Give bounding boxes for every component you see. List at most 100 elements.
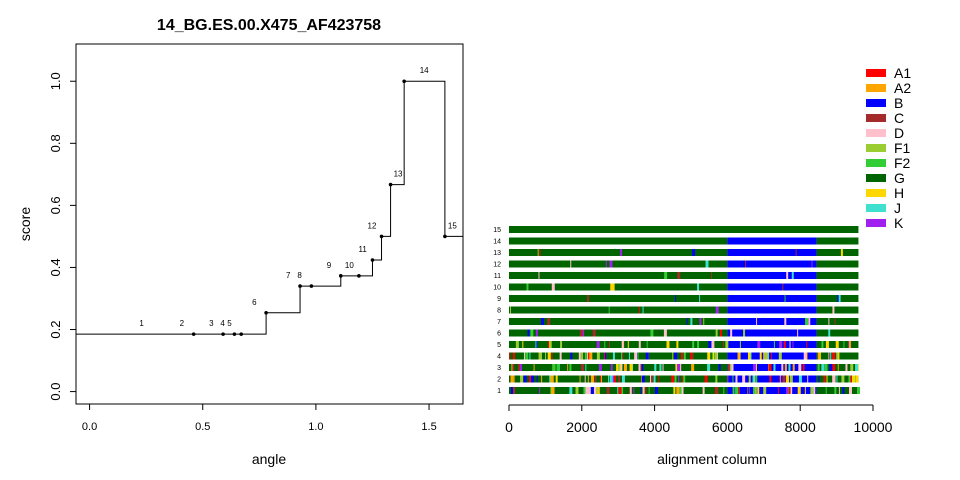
speckle-B [604,352,607,360]
speckle-F1 [743,329,746,337]
speckle-A2 [784,364,787,371]
speckle-B [636,352,639,360]
speckle-D [833,375,836,383]
speckle-B [780,318,782,325]
speckle-H [826,375,828,383]
speckle-A1 [832,352,836,360]
speckle-A1 [823,375,826,383]
speckle-F2 [805,318,809,325]
speckle-F2 [834,387,837,394]
speckle-K [678,375,680,383]
segment-G [509,283,728,291]
speckle-B [804,364,806,371]
speckle-B [795,387,798,394]
step-point [370,258,375,262]
legend-swatch [866,204,886,212]
speckle-D [781,364,784,371]
speckle-J [697,283,700,291]
segment-B [727,306,817,314]
row-label: 6 [497,331,501,338]
speckle-D [584,375,586,383]
row-label: 15 [493,227,501,234]
speckle-C [512,364,515,371]
speckle-J [585,364,587,371]
speckle-K [620,249,623,256]
x-tick-label: 8000 [785,419,816,435]
speckle-B [641,364,644,371]
speckle-K [519,364,522,371]
speckle-H [851,375,855,383]
segment-G [816,375,859,383]
speckle-D [730,329,733,337]
segment-B [727,318,817,325]
alignment-row-8: 8 [497,306,859,315]
speckle-C [722,341,724,348]
speckle-D [845,364,848,371]
speckle-D [702,387,705,394]
speckle-F1 [672,352,674,360]
speckle-D [789,341,791,348]
step-point-label: 14 [420,66,429,75]
speckle-A1 [512,352,515,360]
speckle-B [734,341,737,348]
step-point [298,284,302,288]
segment-B [727,329,817,337]
speckle-H [673,387,676,394]
speckle-F1 [549,341,552,348]
speckle-D [832,375,835,383]
speckle-D [790,387,793,394]
speckle-F2 [621,387,624,394]
segment-B [727,387,817,394]
speckle-A1 [770,352,772,360]
speckle-J [752,375,755,383]
segment-G [816,272,859,279]
speckle-A1 [614,375,617,383]
legend-swatch [866,189,886,197]
speckle-F2 [526,283,529,291]
speckle-D [808,318,811,325]
speckle-B [842,387,845,394]
segment-B [727,260,817,268]
alignment-row-11: 11 [494,272,859,280]
speckle-A2 [567,364,569,371]
speckle-D [634,352,638,360]
speckle-A1 [802,364,805,371]
step-point-label: 9 [327,261,332,270]
legend-item-F1: F1 [866,140,911,156]
speckle-A1 [783,341,786,348]
speckle-A2 [763,352,765,360]
step-point-label: 8 [297,271,302,280]
speckle-B [718,364,721,371]
speckle-B [530,375,534,383]
step-point [232,332,237,336]
x-axis-label-right: alignment column [657,451,767,467]
speckle-J [773,364,776,371]
segment-B [727,237,817,245]
speckle-J [836,375,838,383]
speckle-C [579,329,583,337]
speckle-A2 [676,387,680,394]
speckle-C [737,387,740,394]
speckle-A2 [533,364,535,371]
segment-B [727,272,817,279]
speckle-F2 [821,341,824,348]
speckle-F1 [789,375,793,383]
segment-G [509,352,728,360]
speckle-A2 [848,341,851,348]
segment-G [509,295,728,302]
y-tick-label: 0.6 [48,196,63,214]
step-point [239,332,244,336]
speckle-J [705,260,709,268]
speckle-F1 [560,341,563,348]
speckle-K [811,260,813,268]
speckle-J [612,352,615,360]
speckle-K [598,364,602,371]
legend-item-G: G [866,170,905,186]
speckle-K [727,375,729,383]
segment-G [509,249,728,256]
speckle-F1 [763,352,767,360]
speckle-F1 [539,352,542,360]
speckle-A1 [547,341,549,348]
y-tick-label: 1.0 [48,72,63,90]
